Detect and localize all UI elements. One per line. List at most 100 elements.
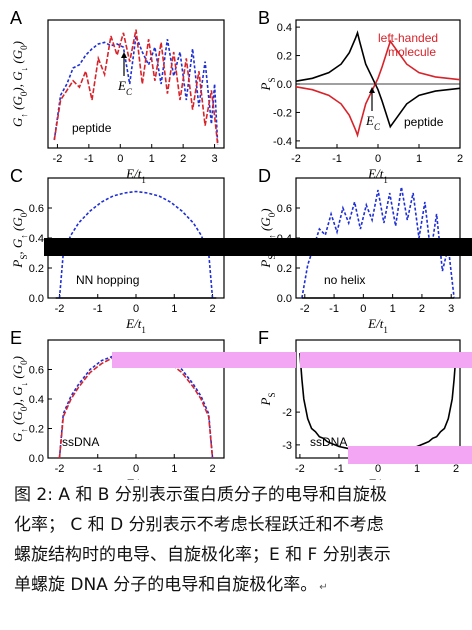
y-tick-label: 0.2 (277, 263, 292, 275)
annotation-text: NN hopping (76, 273, 139, 287)
legend-line-1: left-handed (378, 31, 438, 45)
ec-label: EC (365, 113, 381, 132)
figure: A-2 -1 0 1 2 3E/t1G↑ (G0), G↓ (G0)peptideECB-… (10, 8, 472, 480)
series-line-red (295, 39, 461, 138)
y-tick-label: -3 (282, 440, 292, 452)
y-axis-label-part: P (258, 260, 273, 269)
y-axis-label-part: G (10, 432, 25, 442)
y-axis-label-part: G (10, 117, 25, 127)
y-axis-label-part: G (10, 386, 25, 396)
ec-label-e: E (365, 113, 374, 128)
x-axis-label: E/t1 (367, 476, 388, 480)
x-axis-label-part: E/t (367, 316, 384, 331)
y-tick-label: -0.4 (273, 136, 292, 148)
y-axis-label-part: S (267, 393, 277, 398)
x-tick-label: 1 (414, 463, 420, 475)
x-tick-label: -1 (84, 153, 94, 165)
y-axis-label: PS, G↑ (G0) (10, 208, 29, 268)
y-axis-label-part: 0 (19, 45, 29, 50)
x-axis-label-part: E/t (125, 476, 142, 480)
y-axis-label-part: 0 (267, 212, 277, 217)
y-tick-label: -0.2 (273, 107, 292, 119)
x-tick-label: 0 (117, 153, 123, 165)
y-axis-label-part: , (10, 248, 25, 255)
x-tick-label: 0 (360, 303, 366, 315)
x-tick-label: 2 (180, 153, 186, 165)
y-axis-label: G↑ (G0), G↓ (G0) (10, 41, 29, 127)
x-axis-label-part: E/t (125, 316, 142, 331)
y-tick-label: 0.4 (29, 394, 44, 406)
panel-letter: A (10, 8, 22, 28)
y-axis-label-part: ), (10, 81, 25, 93)
ec-label: EC (117, 78, 133, 97)
x-tick-label: -1 (332, 153, 342, 165)
scan-artifact-bar-magenta-1 (112, 352, 296, 368)
x-tick-label: 2 (457, 153, 463, 165)
y-axis-label-part: ↑ (19, 234, 29, 239)
y-axis-label-part: ) (10, 208, 25, 213)
y-tick-label: 0.4 (29, 233, 44, 245)
x-axis-label: E/t1 (125, 476, 146, 480)
ec-label-c: C (126, 87, 133, 97)
x-axis-label-part: 1 (141, 175, 146, 185)
x-axis-label-part: E/t (367, 476, 384, 480)
x-tick-label: 3 (448, 303, 454, 315)
y-axis-label-part: ↓ (19, 67, 29, 72)
y-axis-label-part: ↑ (19, 113, 29, 118)
y-tick-label: 0.0 (277, 293, 292, 305)
y-tick-label: 0.6 (277, 203, 292, 215)
panel-letter: B (258, 8, 270, 28)
caption-line-2: 化率； C 和 D 分别表示不考虑长程跃迁和不考虑 (14, 515, 384, 535)
y-axis-label-part: (G (10, 95, 25, 113)
plot-frame (47, 19, 225, 149)
series-line-red (53, 29, 219, 145)
y-axis-label-part: ↑ (267, 234, 277, 239)
x-axis-label: E/t1 (367, 316, 388, 335)
x-tick-label: 2 (453, 463, 459, 475)
y-axis-label: PS (258, 393, 277, 407)
caption-line-1: 图 2: A 和 B 分别表示蛋白质分子的电导和自旋极 (14, 485, 387, 505)
y-tick-label: 0.0 (29, 453, 44, 465)
x-tick-label: 0 (375, 153, 381, 165)
y-axis-label-part: P (258, 82, 273, 91)
y-axis-label-part: (G (258, 217, 273, 235)
y-tick-label: 0.6 (29, 365, 44, 377)
y-axis-label-part: (G (10, 217, 25, 235)
y-axis-label-part: 0 (19, 406, 29, 411)
y-tick-label: 0.0 (277, 79, 292, 91)
y-tick-label: 0.2 (277, 51, 292, 63)
x-axis-label-part: 1 (383, 325, 388, 335)
x-axis-label: E/t1 (125, 316, 146, 335)
y-tick-label: 0.2 (29, 424, 44, 436)
scan-artifact-bar-black (44, 238, 472, 256)
panel-letter: E (10, 328, 22, 348)
x-tick-label: 2 (209, 303, 215, 315)
panel-b: B-2 -1 0 1 2-0.4-0.20.00.20.4E/t1PSpeptideEC… (258, 8, 463, 185)
annotation-text: peptide (72, 121, 112, 135)
y-axis-label: G↑ (G0), G↓ (G0) (10, 356, 29, 442)
series-line-blue (58, 190, 214, 299)
annotation-text: ssDNA (310, 435, 347, 449)
return-mark: ↵ (319, 582, 328, 593)
x-axis-label-part: E/t (367, 166, 384, 181)
ec-label-e: E (117, 78, 126, 93)
series-line-black (295, 30, 461, 129)
panel-letter: F (258, 328, 269, 348)
y-axis-label-part: G (10, 238, 25, 248)
x-tick-label: -2 (291, 153, 301, 165)
ec-label-c: C (374, 122, 381, 132)
scan-artifact-bar-magenta-3 (348, 446, 472, 464)
x-tick-label: 3 (212, 153, 218, 165)
x-tick-label: 1 (149, 153, 155, 165)
x-tick-label: -2 (295, 463, 305, 475)
x-tick-label: 0 (375, 463, 381, 475)
x-axis-label-part: 1 (141, 325, 146, 335)
y-axis-label-part: ↓ (19, 382, 29, 387)
series-line-blue (53, 32, 219, 145)
series-line-blue (301, 186, 455, 299)
x-tick-label: 1 (171, 463, 177, 475)
x-tick-label: 0 (133, 303, 139, 315)
annotation-text: peptide (404, 115, 444, 129)
y-axis-label-part: (G (10, 410, 25, 428)
